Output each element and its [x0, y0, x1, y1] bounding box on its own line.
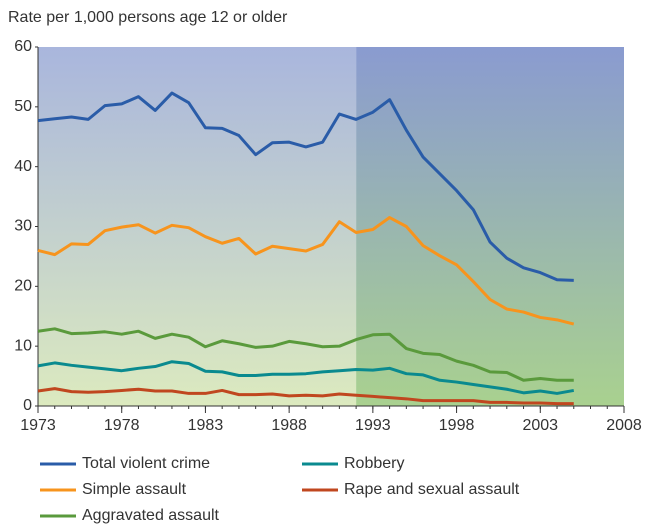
- x-tick-label: 2008: [606, 417, 642, 434]
- x-tick-label: 2003: [522, 417, 558, 434]
- y-tick-label: 20: [14, 278, 32, 295]
- x-tick-label: 1993: [355, 417, 391, 434]
- legend-label: Total violent crime: [82, 455, 210, 472]
- series-line: [37, 360, 575, 395]
- x-tick-label: 1988: [271, 417, 307, 434]
- y-tick-label: 50: [14, 98, 32, 115]
- legend-label: Simple assault: [82, 481, 187, 498]
- y-axis-label: Rate per 1,000 persons age 12 or older: [8, 9, 288, 26]
- series-line: [37, 387, 574, 406]
- highlight-region: [356, 47, 624, 406]
- y-tick-label: 0: [23, 397, 32, 414]
- background: [38, 47, 357, 406]
- legend-label: Robbery: [344, 455, 404, 472]
- y-tick-label: 10: [14, 337, 32, 354]
- legend-label: Rape and sexual assault: [344, 481, 520, 498]
- y-tick-label: 60: [14, 38, 32, 55]
- y-tick-label: 40: [14, 158, 32, 175]
- x-tick-label: 1973: [20, 417, 56, 434]
- legend-label: Aggravated assault: [82, 507, 220, 524]
- series-line: [37, 216, 575, 326]
- series-line: [37, 327, 574, 382]
- series-line: [37, 91, 574, 282]
- x-tick-label: 1998: [439, 417, 475, 434]
- x-tick-label: 1983: [188, 417, 224, 434]
- x-tick-label: 1978: [104, 417, 140, 434]
- y-tick-label: 30: [14, 218, 32, 235]
